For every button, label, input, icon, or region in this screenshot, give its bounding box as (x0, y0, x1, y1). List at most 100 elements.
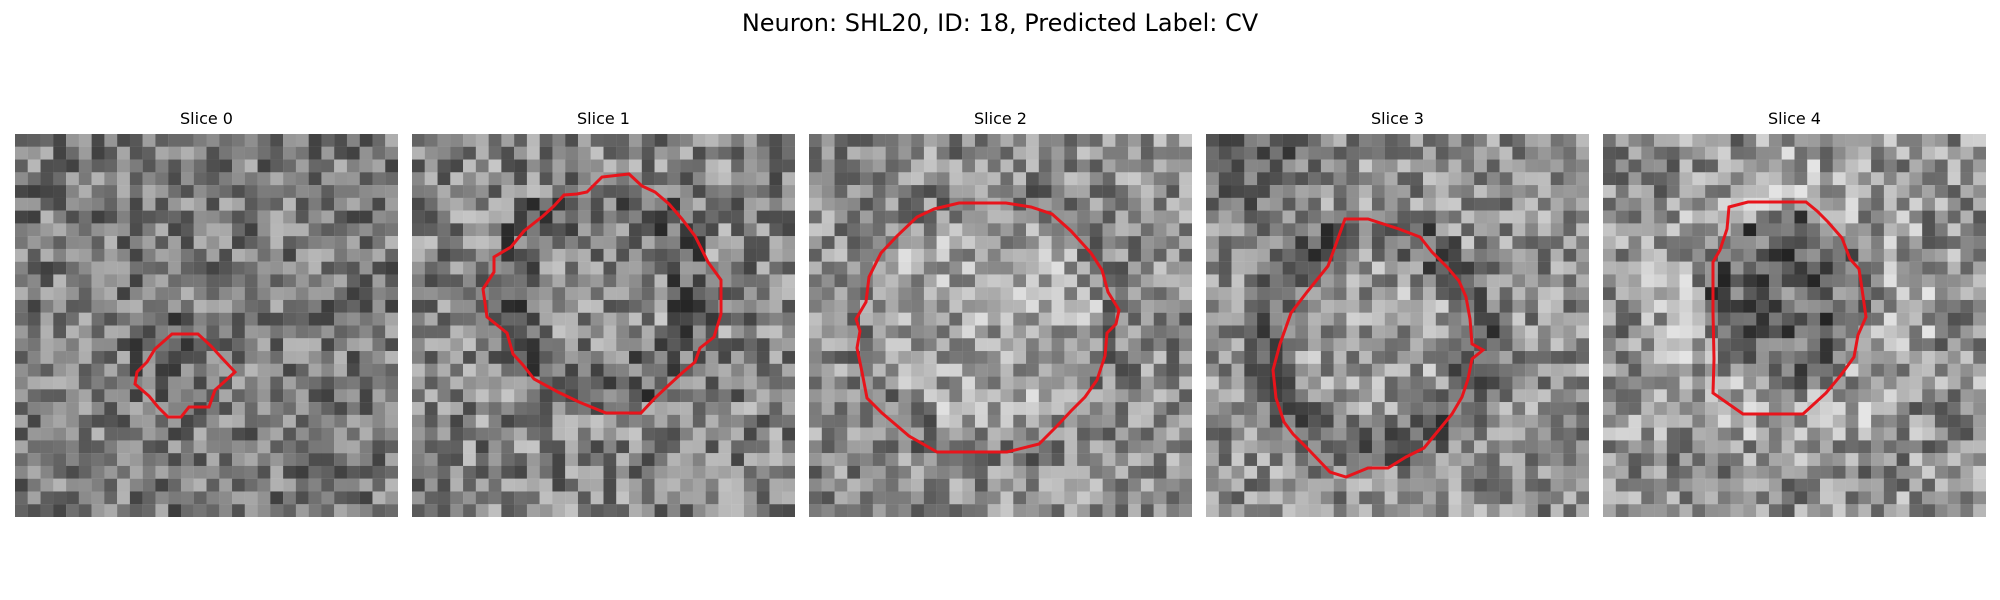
pixel-cell (1308, 376, 1322, 390)
pixel-cell (270, 223, 284, 237)
pixel-cell (809, 402, 822, 416)
pixel-cell (1807, 453, 1821, 467)
pixel-cell (1179, 287, 1192, 301)
pixel-cell (1922, 363, 1936, 377)
pixel-cell (1960, 491, 1974, 505)
pixel-cell (539, 312, 553, 326)
pixel-cell (1474, 248, 1488, 262)
pixel-cell (1603, 325, 1616, 339)
pixel-cell (1909, 299, 1923, 313)
pixel-cell (66, 478, 79, 492)
pixel-cell (1679, 261, 1693, 275)
pixel-cell (1218, 465, 1232, 479)
pixel-cell (847, 478, 861, 492)
pixel-cell (1537, 389, 1551, 403)
pixel-cell (180, 389, 194, 403)
pixel-cell (1128, 414, 1142, 428)
pixel-cell (1448, 465, 1462, 479)
pixel-cell (155, 299, 169, 313)
pixel-cell (385, 491, 398, 505)
pixel-cell (1115, 389, 1129, 403)
pixel-cell (809, 414, 822, 428)
pixel-cell (180, 414, 194, 428)
pixel-cell (743, 478, 757, 492)
pixel-cell (244, 453, 258, 467)
pixel-cell (1346, 427, 1360, 441)
pixel-cell (168, 440, 182, 454)
pixel-cell (1461, 210, 1475, 224)
pixel-cell (654, 389, 668, 403)
pixel-cell (629, 338, 642, 352)
pixel-cell (270, 402, 284, 416)
pixel-cell (1308, 440, 1322, 454)
pixel-cell (1692, 491, 1706, 505)
pixel-cell (1934, 172, 1948, 186)
pixel-cell (1756, 465, 1770, 479)
pixel-cell (860, 210, 873, 224)
pixel-cell (334, 287, 348, 301)
pixel-cell (1257, 402, 1270, 416)
pixel-cell (1679, 363, 1693, 377)
pixel-cell (641, 223, 655, 237)
pixel-cell (1576, 453, 1589, 467)
pixel-cell (129, 325, 143, 339)
pixel-cell (1077, 312, 1091, 326)
pixel-cell (1743, 197, 1757, 211)
pixel-cell (424, 453, 438, 467)
pixel-cell (1794, 453, 1808, 467)
pixel-cell (1537, 223, 1551, 237)
pixel-cell (1537, 491, 1551, 505)
pixel-cell (949, 146, 963, 160)
pixel-cell (654, 210, 668, 224)
pixel-cell (1512, 134, 1526, 147)
pixel-cell (232, 287, 245, 301)
pixel-cell (1654, 274, 1667, 288)
pixel-cell (1679, 465, 1693, 479)
pixel-cell (78, 236, 92, 250)
pixel-cell (1077, 325, 1091, 339)
pixel-cell (565, 210, 579, 224)
pixel-cell (1089, 325, 1103, 339)
pixel-cell (1679, 312, 1693, 326)
pixel-cell (1499, 478, 1513, 492)
pixel-cell (15, 159, 28, 173)
pixel-cell (629, 491, 642, 505)
pixel-cell (860, 491, 873, 505)
pixel-cell (667, 440, 681, 454)
pixel-cell (91, 351, 105, 364)
pixel-cell (1038, 159, 1052, 173)
pixel-cell (1743, 274, 1757, 288)
pixel-cell (257, 351, 271, 364)
pixel-cell (756, 312, 770, 326)
pixel-cell (1320, 299, 1334, 313)
pixel-cell (257, 440, 271, 454)
pixel-cell (667, 491, 681, 505)
pixel-cell (514, 172, 528, 186)
pixel-cell (565, 465, 579, 479)
pixel-cell (1768, 376, 1782, 390)
pixel-cell (1486, 236, 1500, 250)
pixel-cell (590, 325, 604, 339)
pixel-cell (257, 134, 271, 147)
pixel-cell (1153, 185, 1167, 198)
pixel-cell (821, 185, 835, 198)
pixel-cell (450, 261, 464, 275)
pixel-cell (385, 465, 398, 479)
pixel-cell (1717, 185, 1731, 198)
pixel-cell (1692, 274, 1706, 288)
pixel-cell (117, 197, 131, 211)
pixel-cell (1896, 325, 1910, 339)
pixel-cell (974, 440, 988, 454)
pixel-cell (1550, 440, 1564, 454)
pixel-cell (1371, 504, 1385, 517)
pixel-cell (552, 146, 566, 160)
pixel-cell (1102, 453, 1116, 467)
pixel-cell (1218, 248, 1232, 262)
pixel-cell (1654, 236, 1667, 250)
pixel-cell (91, 185, 105, 198)
pixel-cell (1512, 197, 1526, 211)
pixel-cell (885, 185, 899, 198)
pixel-cell (1000, 146, 1014, 160)
pixel-cell (1512, 261, 1526, 275)
pixel-cell (1140, 465, 1154, 479)
